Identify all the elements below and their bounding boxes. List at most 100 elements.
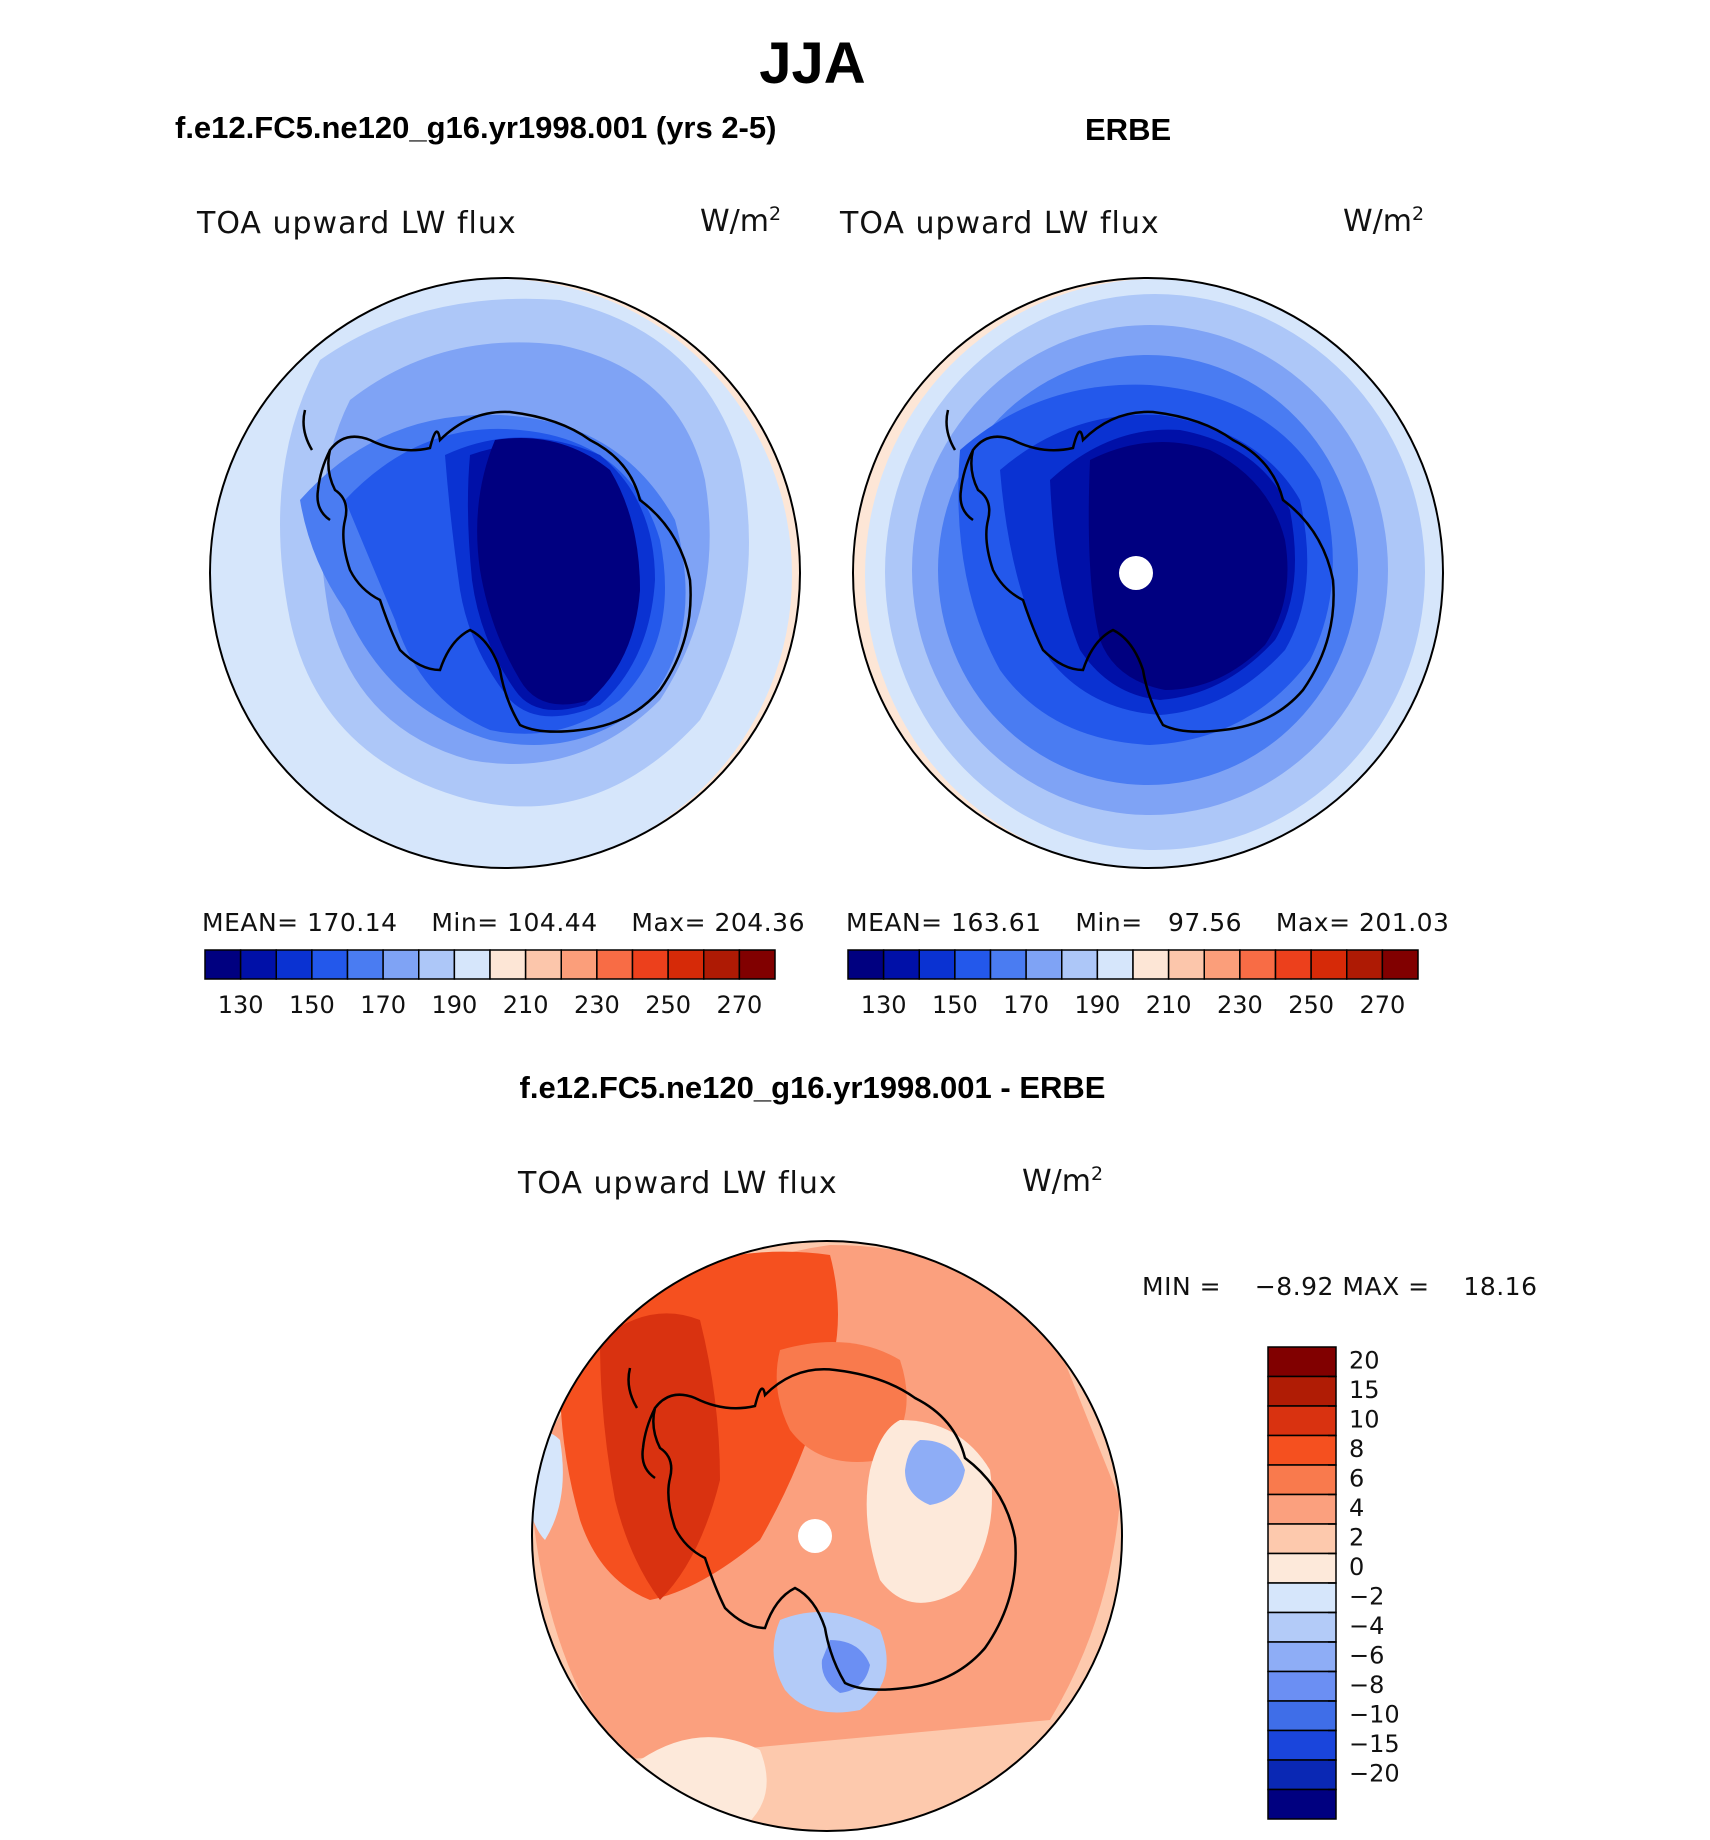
- diff-colorbar-box: [1267, 1434, 1337, 1466]
- diff-map-border: [531, 1240, 1123, 1832]
- right-map: [852, 277, 1444, 869]
- diff-colorbar-box: [1267, 1641, 1337, 1673]
- right-peninsula-outline: [945, 409, 975, 522]
- left-map-border: [209, 277, 801, 869]
- right-stats: MEAN= 163.61 Min= 97.56 Max= 201.03: [846, 908, 1450, 937]
- right-colorbar-tick-label: 210: [1146, 991, 1192, 1019]
- left-colorbar-box: [703, 949, 741, 980]
- left-colorbar-box: [667, 949, 705, 980]
- diff-region-neg8: [821, 1640, 870, 1693]
- left-colorbar-box: [382, 949, 420, 980]
- diff-colorbar-tick-label: −15: [1349, 1730, 1400, 1758]
- diff-minmax: MIN = −8.92 MAX = 18.16: [1142, 1272, 1538, 1301]
- right-colorbar-box: [989, 949, 1027, 980]
- right-colorbar-box: [954, 949, 992, 980]
- left-colorbar-tick-label: 170: [360, 991, 406, 1019]
- right-colorbar-box: [1239, 949, 1277, 980]
- diff-colorbar-tick-label: −6: [1349, 1642, 1384, 1670]
- diff-pole-hole: [798, 1519, 832, 1553]
- right-colorbar-box: [847, 949, 885, 980]
- left-colorbar-box: [418, 949, 456, 980]
- right-colorbar-box: [1346, 949, 1384, 980]
- right-colorbar-box: [1381, 949, 1419, 980]
- right-variable-label: TOA upward LW flux: [840, 206, 1160, 241]
- right-colorbar-tick-label: 170: [1003, 991, 1049, 1019]
- diff-colorbar-tick-label: 20: [1349, 1347, 1380, 1375]
- diff-colorbar-tick-label: 10: [1349, 1406, 1380, 1434]
- right-colorbar-box: [1203, 949, 1241, 980]
- left-colorbar-tick-label: 130: [218, 991, 264, 1019]
- right-colorbar-box: [1096, 949, 1134, 980]
- left-colorbar-box: [738, 949, 776, 980]
- diff-colorbar-box: [1267, 1552, 1337, 1584]
- diff-colorbar-box: [1267, 1375, 1337, 1407]
- diff-peninsula-outline: [627, 1367, 657, 1480]
- diff-colorbar-tick-label: 15: [1349, 1376, 1380, 1404]
- right-colorbar-box: [882, 949, 920, 980]
- left-colorbar: 130 150 170 190 210 230 250 270: [204, 949, 776, 1019]
- diff-colorbar-tick-label: 0: [1349, 1553, 1364, 1581]
- diff-colorbar-box: [1267, 1405, 1337, 1437]
- left-variable-label: TOA upward LW flux: [197, 206, 517, 241]
- diff-coastline: [652, 1368, 1017, 1691]
- left-colorbar-box: [596, 949, 634, 980]
- right-colorbar-tick-label: 270: [1359, 991, 1405, 1019]
- right-colorbar: 130 150 170 190 210 230 250 270: [847, 949, 1419, 1019]
- diff-region-6: [776, 1342, 907, 1462]
- diff-colorbar-tick-label: 4: [1349, 1494, 1364, 1522]
- diff-colorbar-tick-label: 6: [1349, 1465, 1364, 1493]
- left-units-label: W/m2: [700, 203, 782, 239]
- diff-colorbar-box: [1267, 1788, 1337, 1820]
- right-panel-title: ERBE: [1085, 112, 1172, 147]
- diff-colorbar-tick-label: −2: [1349, 1583, 1384, 1611]
- right-coastline: [970, 410, 1335, 733]
- diff-colorbar-tick-label: −10: [1349, 1701, 1400, 1729]
- left-colorbar-tick-label: 230: [574, 991, 620, 1019]
- right-band-130: [1088, 442, 1288, 690]
- left-colorbar-box: [311, 949, 349, 980]
- diff-variable-label: TOA upward LW flux: [518, 1166, 838, 1201]
- diff-colorbar-box: [1267, 1464, 1337, 1496]
- left-map: [209, 277, 801, 869]
- left-peninsula-outline: [302, 409, 332, 522]
- diff-colorbar-tick-label: −8: [1349, 1671, 1384, 1699]
- left-colorbar-tick-label: 250: [645, 991, 691, 1019]
- difference-panel-title: f.e12.FC5.ne120_g16.yr1998.001 - ERBE: [519, 1070, 1106, 1105]
- left-colorbar-tick-label: 190: [431, 991, 477, 1019]
- diff-colorbar-box: [1267, 1670, 1337, 1702]
- right-colorbar-box: [1061, 949, 1099, 980]
- left-colorbar-box: [631, 949, 669, 980]
- right-colorbar-box: [1132, 949, 1170, 980]
- right-colorbar-box: [1167, 949, 1205, 980]
- left-colorbar-box: [239, 949, 277, 980]
- right-units-label: W/m2: [1343, 203, 1425, 239]
- diff-colorbar-box: [1267, 1729, 1337, 1761]
- left-colorbar-box: [524, 949, 562, 980]
- left-colorbar-box: [453, 949, 491, 980]
- diff-colorbar-box: [1267, 1582, 1337, 1614]
- left-panel-title: f.e12.FC5.ne120_g16.yr1998.001 (yrs 2-5): [175, 110, 777, 145]
- diff-colorbar-tick-label: −4: [1349, 1612, 1384, 1640]
- diff-colorbar-box: [1267, 1700, 1337, 1732]
- diff-units-label: W/m2: [1022, 1163, 1104, 1199]
- diff-colorbar-box: [1267, 1493, 1337, 1525]
- difference-map: [531, 1240, 1123, 1832]
- left-band-130: [477, 438, 640, 705]
- left-colorbar-box: [489, 949, 527, 980]
- left-colorbar-box: [275, 949, 313, 980]
- diff-colorbar-box: [1267, 1759, 1337, 1791]
- right-colorbar-box: [1274, 949, 1312, 980]
- right-pole-hole: [1119, 556, 1153, 590]
- right-colorbar-box: [918, 949, 956, 980]
- right-colorbar-box: [1025, 949, 1063, 980]
- left-stats: MEAN= 170.14 Min= 104.44 Max= 204.36: [202, 908, 805, 937]
- diff-colorbar-tick-label: 8: [1349, 1435, 1364, 1463]
- right-colorbar-tick-label: 190: [1074, 991, 1120, 1019]
- right-colorbar-box: [1310, 949, 1348, 980]
- diff-colorbar-box: [1267, 1523, 1337, 1555]
- right-colorbar-tick-label: 130: [861, 991, 907, 1019]
- right-colorbar-tick-label: 250: [1288, 991, 1334, 1019]
- diff-colorbar-tick-label: −20: [1349, 1760, 1400, 1788]
